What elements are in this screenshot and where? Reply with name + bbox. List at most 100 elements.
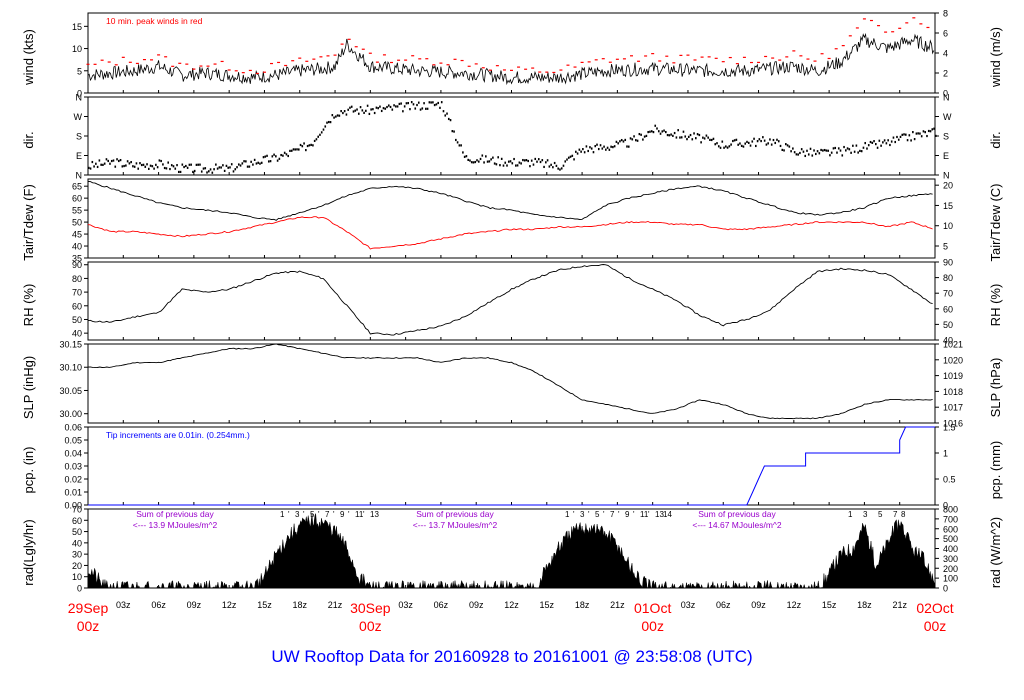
dir-point-245	[520, 162, 522, 165]
dir-point-140	[335, 115, 337, 118]
dir-point-384	[765, 143, 768, 146]
dir-point-167	[382, 107, 385, 110]
ylabel-right-rad: rad (W/m^2)	[988, 517, 1003, 588]
dir-point-57	[188, 163, 191, 166]
panel-frame-wind	[87, 12, 936, 94]
dir-point-176	[398, 102, 401, 106]
xlabel-day-2: 01Oct	[634, 600, 671, 616]
ytick-right-label-rad-2: 200	[943, 564, 958, 574]
dir-point-297	[612, 145, 614, 149]
dir-point-407	[806, 149, 808, 152]
rad-annotation-line2-2: <--- 14.67 MJoules/m^2	[692, 520, 782, 530]
dir-point-479	[933, 127, 935, 130]
dir-point-1	[89, 167, 92, 170]
dir-point-464	[906, 139, 909, 142]
dir-point-54	[183, 165, 185, 169]
dir-point-97	[259, 162, 261, 165]
rad-annotation-line1-0: Sum of previous day	[136, 509, 214, 519]
ytick-right-label-rh-5: 90	[943, 258, 953, 268]
dir-point-449	[880, 144, 882, 147]
dir-point-39	[156, 166, 159, 169]
dir-point-177	[400, 102, 402, 105]
dir-point-380	[758, 138, 761, 141]
dir-point-12	[109, 162, 111, 165]
rad-hour-label-1-5: 11	[640, 510, 649, 519]
dir-point-31	[142, 163, 145, 166]
dir-point-235	[502, 164, 505, 167]
dir-point-361	[725, 145, 727, 148]
dir-point-225	[485, 155, 487, 158]
rad-hour-alt-2-3: 8	[901, 510, 906, 519]
dir-point-423	[834, 146, 837, 150]
dir-point-306	[627, 145, 630, 148]
xlabel-hour-0-5: 18z	[292, 600, 307, 610]
dir-point-58	[190, 163, 192, 166]
dir-point-331	[672, 134, 674, 137]
dir-point-284	[589, 146, 591, 149]
dir-point-103	[269, 160, 272, 163]
dir-point-50	[176, 164, 178, 167]
dir-point-190	[423, 102, 425, 105]
ytick-label-pcp-4: 0.04	[64, 449, 82, 459]
dir-point-251	[530, 159, 533, 162]
dir-point-318	[649, 130, 651, 133]
dir-point-461	[901, 133, 904, 136]
dir-point-229	[492, 156, 494, 159]
dir-point-402	[797, 153, 799, 156]
dir-point-364	[730, 143, 732, 146]
dir-point-393	[781, 148, 784, 152]
ytick-label-rad-0: 0	[77, 584, 82, 594]
dir-point-332	[673, 131, 676, 135]
dir-point-358	[719, 146, 722, 149]
dir-point-159	[368, 112, 371, 116]
dir-point-72	[215, 163, 217, 166]
dir-point-372	[744, 142, 747, 145]
dir-point-413	[816, 150, 819, 153]
dir-point-269	[562, 164, 565, 167]
ytick-right-label-wind-2: 4	[943, 49, 948, 59]
dir-point-367	[735, 138, 738, 141]
dir-point-216	[469, 159, 471, 162]
dir-point-254	[536, 160, 538, 163]
dir-point-228	[490, 158, 492, 161]
dir-point-434	[853, 150, 856, 153]
dir-point-80	[229, 166, 231, 169]
series-tdew	[87, 216, 933, 250]
dir-point-41	[160, 159, 162, 163]
dir-point-267	[559, 168, 561, 171]
ytick-right-label-rad-3: 300	[943, 554, 958, 564]
dir-point-309	[633, 135, 635, 138]
dir-point-141	[336, 114, 339, 117]
dir-point-268	[560, 167, 563, 170]
title-timezone: (UTC)	[706, 647, 753, 666]
dir-point-396	[786, 144, 789, 147]
ylabel-right-temperature: Tair/Tdew (C)	[988, 183, 1003, 261]
dir-point-40	[158, 159, 161, 162]
rad-hour-alt-1-6: 14	[663, 510, 672, 519]
dir-point-221	[477, 160, 480, 163]
dir-point-445	[873, 140, 875, 143]
dir-point-347	[700, 141, 702, 144]
dir-point-298	[613, 145, 616, 148]
dir-point-71	[213, 168, 215, 171]
dir-point-201	[442, 110, 445, 113]
dir-point-202	[444, 114, 447, 117]
dir-point-391	[777, 140, 780, 143]
ytick-label-dir-3: W	[74, 112, 83, 122]
dir-point-315	[643, 135, 646, 138]
ytick-right-label-dir-1: E	[943, 151, 949, 161]
ytick-right-label-rad-7: 700	[943, 514, 958, 524]
ytick-label-pcp-0: 0.00	[64, 501, 82, 511]
dir-point-191	[425, 107, 427, 110]
dir-point-84	[236, 166, 238, 169]
ytick-right-label-rad-1: 100	[943, 574, 958, 584]
dir-point-106	[275, 155, 277, 158]
ytick-label-rh-0: 40	[72, 329, 82, 339]
xlabel-day-hour-3: 00z	[924, 618, 947, 634]
dir-point-217	[470, 161, 473, 164]
rad-hour-label-1-4: 9	[625, 510, 630, 519]
dir-point-414	[818, 152, 821, 155]
dir-point-70	[211, 171, 214, 174]
ytick-label-slp-0: 30.00	[59, 409, 82, 419]
ytick-label-rh-5: 90	[72, 260, 82, 270]
